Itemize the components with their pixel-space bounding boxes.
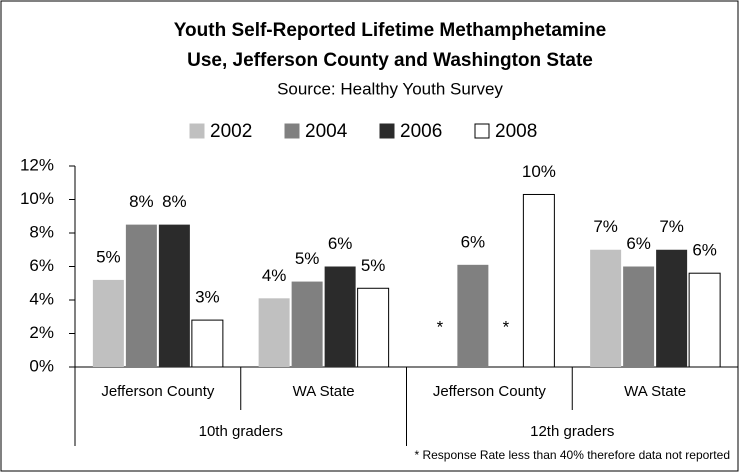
value-label: 7% xyxy=(593,217,618,236)
bar xyxy=(125,224,157,367)
value-label: * xyxy=(437,317,444,336)
legend-swatch xyxy=(474,123,490,139)
x-tick-label: WA State xyxy=(293,383,355,400)
value-label: 6% xyxy=(461,232,486,251)
y-tick-label: 12% xyxy=(20,155,54,174)
x-tick-label: Jefferson County xyxy=(433,383,547,400)
value-label: 4% xyxy=(262,266,287,285)
chart-title: Use, Jefferson County and Washington Sta… xyxy=(187,50,593,71)
value-label: 5% xyxy=(361,256,386,275)
value-label: 5% xyxy=(295,249,320,268)
value-label: 3% xyxy=(195,288,220,307)
chart-subtitle: Source: Healthy Youth Survey xyxy=(277,79,503,98)
bar xyxy=(522,193,555,368)
chart-title: Youth Self-Reported Lifetime Methampheta… xyxy=(174,20,606,41)
value-label: 6% xyxy=(328,234,353,253)
value-label: 6% xyxy=(626,234,651,253)
value-label: 8% xyxy=(162,192,187,211)
bar xyxy=(457,264,489,367)
y-tick-label: 2% xyxy=(29,323,54,342)
bar xyxy=(291,281,323,367)
bar xyxy=(92,279,124,367)
group-label: 10th graders xyxy=(199,423,283,440)
legend-label: 2008 xyxy=(495,121,537,142)
y-tick-label: 0% xyxy=(29,356,54,375)
value-label: 5% xyxy=(96,247,121,266)
value-label: * xyxy=(503,317,510,336)
y-tick-label: 8% xyxy=(29,222,54,241)
bar xyxy=(623,266,655,367)
y-tick-label: 6% xyxy=(29,256,54,275)
bar xyxy=(191,319,224,368)
bar xyxy=(158,224,190,367)
legend-label: 2004 xyxy=(305,121,348,142)
legend-label: 2006 xyxy=(400,121,442,142)
bar xyxy=(357,287,390,368)
bar xyxy=(688,272,721,368)
y-tick-label: 10% xyxy=(20,189,54,208)
bar xyxy=(258,298,290,367)
legend-swatch xyxy=(189,123,205,139)
bar xyxy=(590,249,622,367)
legend-swatch xyxy=(284,123,300,139)
footnote: * Response Rate less than 40% therefore … xyxy=(414,448,730,462)
value-label: 10% xyxy=(522,162,556,181)
legend-swatch xyxy=(379,123,395,139)
legend-label: 2002 xyxy=(210,121,252,142)
x-tick-label: WA State xyxy=(624,383,686,400)
bar xyxy=(324,266,356,367)
value-label: 7% xyxy=(659,217,684,236)
value-label: 8% xyxy=(129,192,154,211)
value-label: 6% xyxy=(692,241,717,260)
x-tick-label: Jefferson County xyxy=(101,383,215,400)
bar xyxy=(656,249,688,367)
group-label: 12th graders xyxy=(530,423,614,440)
y-tick-label: 4% xyxy=(29,289,54,308)
